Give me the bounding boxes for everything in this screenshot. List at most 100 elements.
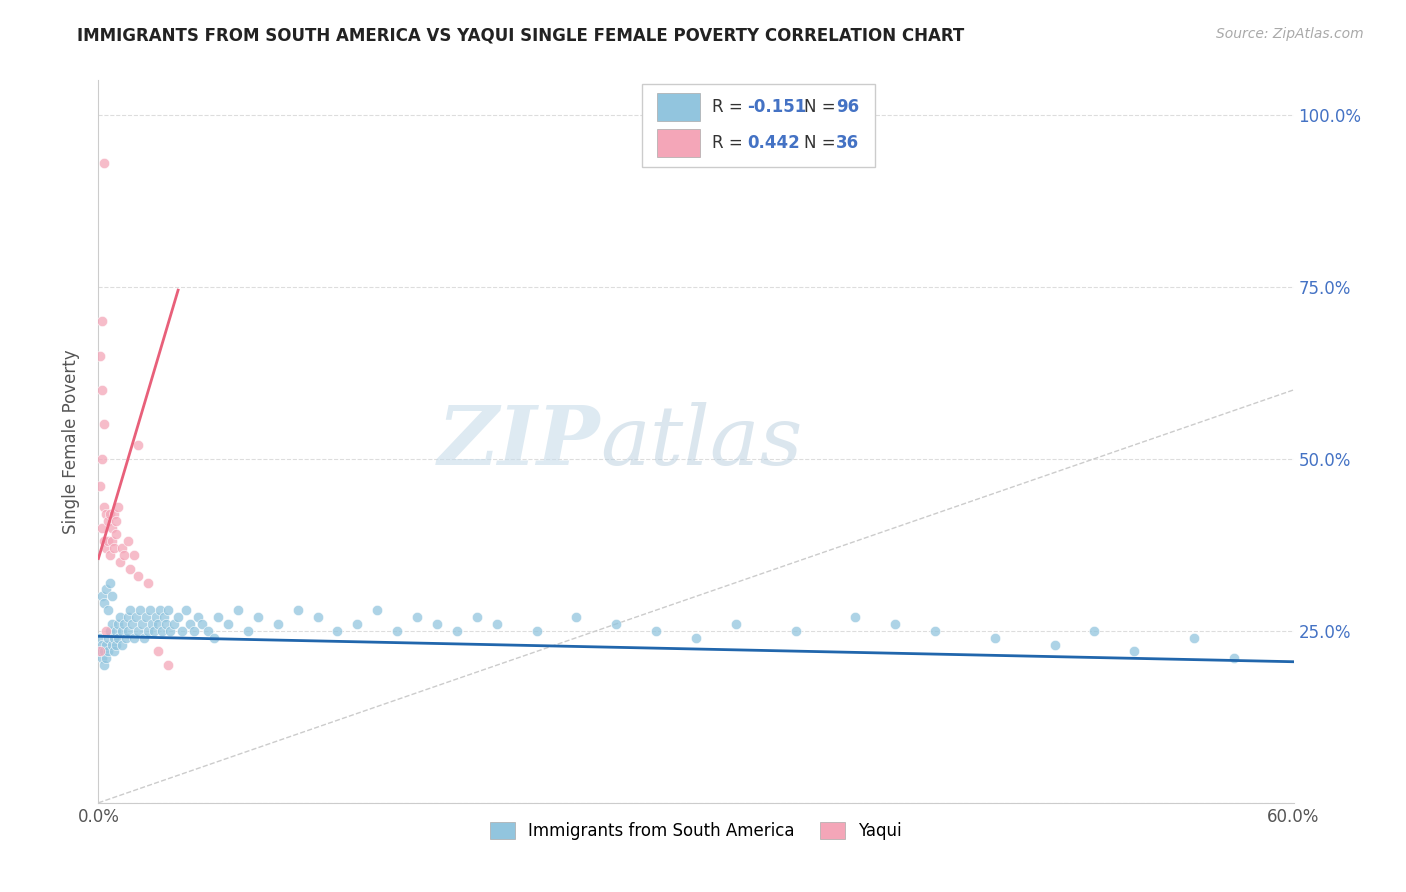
Point (172, 624, 194, 638)
Point (89, 644, 111, 658)
Point (101, 590, 124, 604)
Point (96, 582, 118, 597)
Point (96, 638, 118, 652)
Point (163, 616, 186, 631)
Point (153, 610, 176, 624)
Point (93, 417, 115, 432)
Point (924, 624, 946, 638)
Point (91, 451, 114, 466)
Text: R =: R = (711, 98, 748, 116)
Point (246, 610, 269, 624)
Point (103, 644, 125, 658)
Point (124, 548, 146, 562)
Point (89, 631, 111, 645)
Point (127, 568, 149, 582)
Point (111, 638, 134, 652)
Point (105, 514, 128, 528)
Point (103, 541, 125, 556)
Point (105, 624, 128, 638)
Point (526, 624, 548, 638)
Point (111, 624, 134, 638)
Point (125, 610, 148, 624)
Point (139, 603, 162, 617)
Point (120, 562, 142, 576)
Point (98, 548, 122, 562)
Point (97, 631, 120, 645)
Point (226, 603, 249, 617)
Point (127, 624, 149, 638)
Point (157, 603, 180, 617)
Point (159, 624, 181, 638)
Text: N =: N = (804, 98, 841, 116)
Point (110, 610, 132, 624)
Point (103, 631, 125, 645)
Point (149, 603, 172, 617)
Point (97, 514, 120, 528)
Point (105, 527, 128, 541)
Point (217, 616, 239, 631)
Point (785, 624, 807, 638)
Point (129, 603, 152, 617)
Point (96, 507, 118, 521)
Point (93, 596, 115, 610)
Point (112, 548, 135, 562)
Text: Source: ZipAtlas.com: Source: ZipAtlas.com (1216, 27, 1364, 41)
Point (134, 631, 156, 645)
FancyBboxPatch shape (657, 129, 700, 157)
Point (111, 541, 134, 556)
Point (103, 507, 125, 521)
Point (96, 541, 118, 556)
Point (117, 534, 139, 549)
Point (120, 603, 142, 617)
Point (91, 638, 114, 652)
Point (605, 616, 627, 631)
Point (93, 534, 115, 549)
Point (101, 616, 124, 631)
Point (155, 616, 177, 631)
Point (93, 156, 115, 170)
FancyBboxPatch shape (657, 94, 700, 120)
Point (465, 610, 488, 624)
Point (207, 610, 229, 624)
Point (115, 631, 138, 645)
Point (143, 624, 166, 638)
Point (117, 610, 139, 624)
Text: -0.151: -0.151 (748, 98, 807, 116)
Point (197, 624, 219, 638)
Point (89, 349, 111, 363)
Text: IMMIGRANTS FROM SOUTH AMERICA VS YAQUI SINGLE FEMALE POVERTY CORRELATION CHART: IMMIGRANTS FROM SOUTH AMERICA VS YAQUI S… (77, 27, 965, 45)
Point (98, 575, 122, 590)
Point (148, 616, 170, 631)
Point (565, 610, 588, 624)
Point (167, 610, 190, 624)
Point (174, 603, 197, 617)
Y-axis label: Single Female Poverty: Single Female Poverty (62, 350, 80, 533)
Text: 0.442: 0.442 (748, 134, 800, 153)
Point (91, 383, 114, 397)
Point (844, 610, 866, 624)
Point (148, 644, 170, 658)
Point (135, 610, 157, 624)
Point (1043, 638, 1066, 652)
Point (984, 631, 1007, 645)
Point (187, 610, 209, 624)
Point (127, 438, 149, 452)
Point (101, 520, 124, 534)
Point (98, 624, 122, 638)
Point (101, 534, 124, 549)
Point (426, 616, 449, 631)
Point (89, 479, 111, 493)
Text: R =: R = (711, 134, 748, 153)
Text: ZIP: ZIP (437, 401, 600, 482)
Point (112, 616, 135, 631)
Point (98, 507, 122, 521)
Point (406, 610, 429, 624)
Point (645, 624, 668, 638)
Point (145, 610, 167, 624)
Point (96, 624, 118, 638)
Point (107, 500, 129, 514)
Point (346, 616, 368, 631)
Point (446, 624, 468, 638)
Point (724, 616, 747, 631)
Legend: Immigrants from South America, Yaqui: Immigrants from South America, Yaqui (482, 814, 910, 848)
